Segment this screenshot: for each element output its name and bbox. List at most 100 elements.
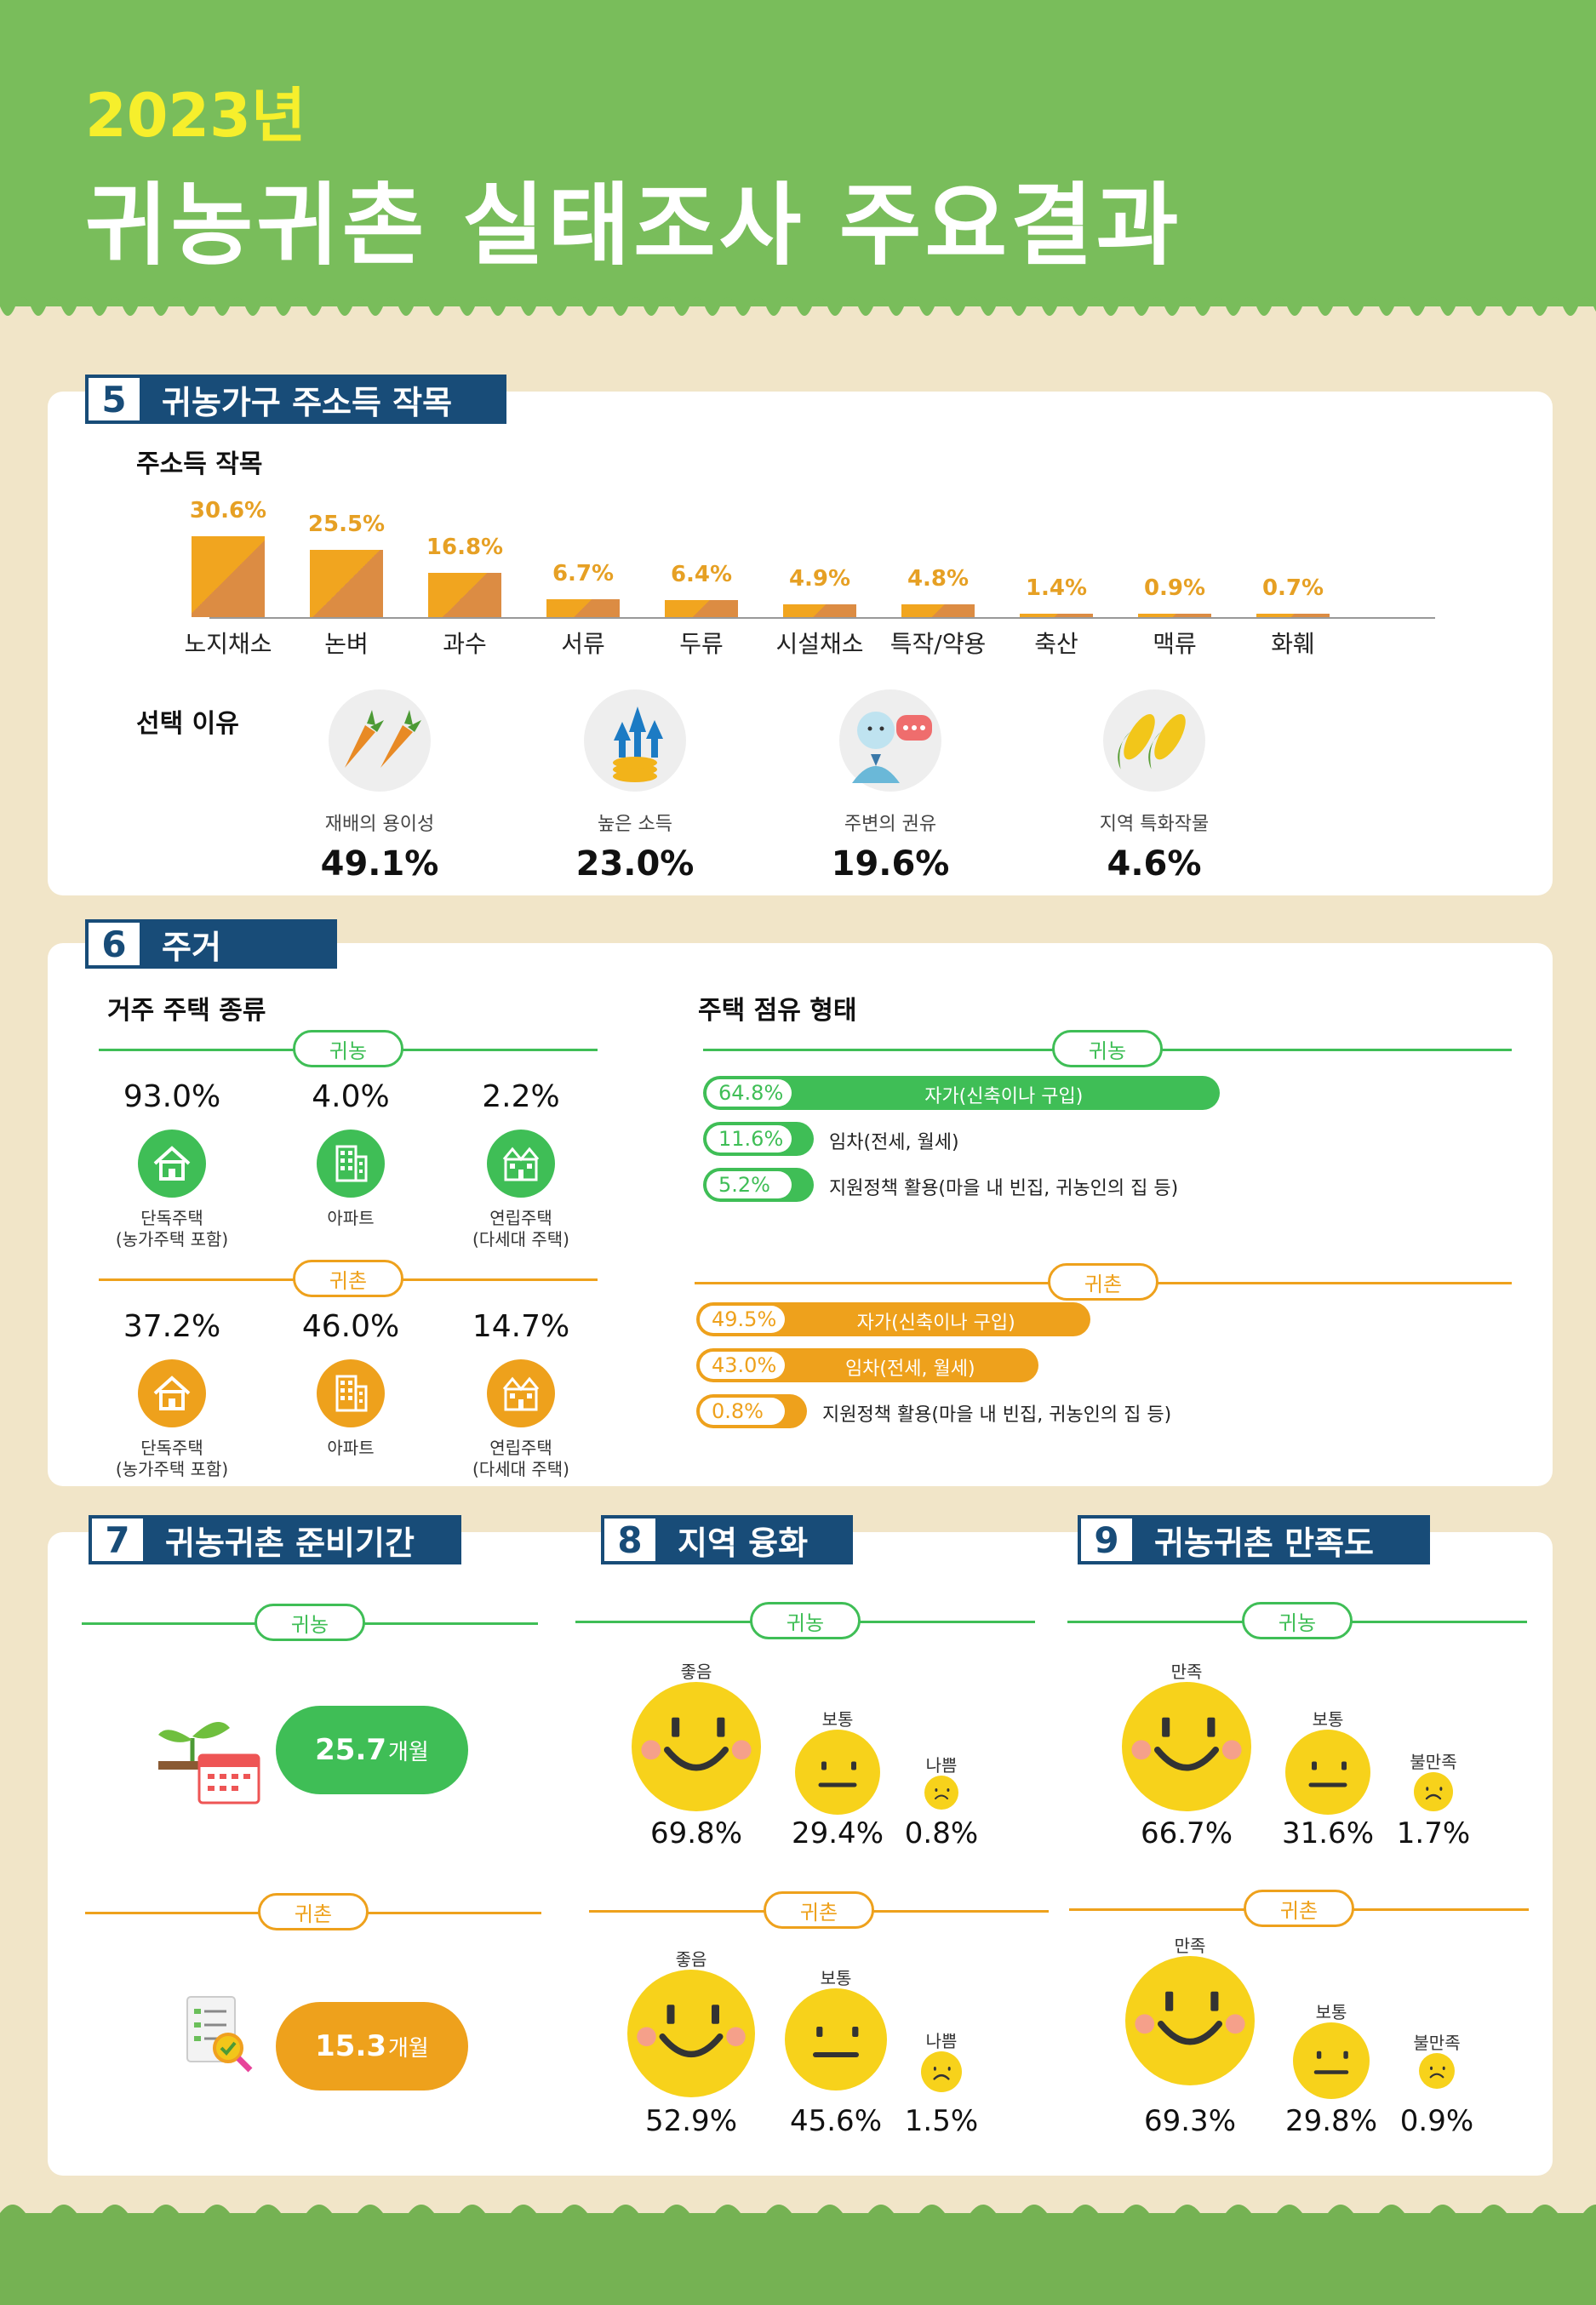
housing-label-main: 아파트 (327, 1438, 375, 1458)
reason-value: 49.1% (320, 844, 439, 884)
housing-item: 37.2% 단독주택 (농가주택 포함) (87, 1309, 257, 1480)
neutral-face-icon (1293, 2022, 1370, 2099)
reason-label: 주변의 권유 (844, 814, 937, 835)
satisfaction-farm-divider-pill: 귀농 (1242, 1602, 1353, 1639)
crop-bar (310, 549, 383, 617)
housing-farm-divider-pill: 귀농 (293, 1030, 403, 1067)
integration-rural-bad-label: 나쁨 (925, 2031, 958, 2051)
crop-bar-label: 시설채소 (775, 630, 864, 658)
integration-farm-good-label: 좋음 (680, 1662, 712, 1682)
apartment-icon (317, 1130, 385, 1198)
crop-bar-label: 특작/약용 (890, 630, 987, 658)
reason-label: 지역 특화작물 (1099, 814, 1210, 835)
reason-value: 19.6% (831, 844, 950, 884)
housing-label: 단독주택 (농가주택 포함) (87, 1438, 257, 1480)
satisfaction-rural-divider-pill: 귀촌 (1244, 1890, 1354, 1927)
crop-bar (783, 603, 856, 617)
satisfaction-farm-bad-label: 불만족 (1410, 1752, 1457, 1772)
housing-label: 아파트 (266, 1438, 436, 1459)
prep-rural-value: 15.3 개월 (276, 2002, 468, 2091)
crop-bar-value: 4.8% (907, 566, 970, 592)
housing-item: 4.0% 아파트 (266, 1079, 436, 1229)
housing-item: 14.7% 연립주택 (다세대 주택) (436, 1309, 606, 1480)
integration-rural-divider-pill: 귀촌 (764, 1891, 874, 1929)
housing-label: 연립주택 (다세대 주택) (436, 1208, 606, 1250)
tenure-label: 자가(신축이나 구입) (924, 1086, 1084, 1107)
prep-rural-unit: 개월 (388, 2035, 429, 2062)
crop-bar-label: 서류 (561, 630, 605, 658)
crop-bar-value: 0.9% (1143, 575, 1206, 601)
housing-item: 46.0% 아파트 (266, 1309, 436, 1459)
integration-farm-divider-pill: 귀농 (750, 1602, 861, 1639)
neutral-face-icon (1285, 1730, 1370, 1815)
reason-item: 재배의 용이성 49.1% (269, 689, 490, 884)
satisfaction-rural-good-label: 만족 (1174, 1936, 1206, 1956)
housing-value: 37.2% (123, 1309, 221, 1344)
crop-bar (901, 604, 975, 617)
section-5-title: 귀농가구 주소득 작목 (162, 383, 453, 421)
section-9-title: 귀농귀촌 만족도 (1154, 1524, 1374, 1562)
neutral-face-icon (795, 1730, 880, 1815)
crop-bar-value: 25.5% (307, 511, 386, 537)
satisfaction-farm-bad-value: 1.7% (1396, 1816, 1471, 1850)
report-title: 귀농귀촌 실태조사 주요결과 (85, 174, 1182, 277)
crop-bar-label: 축산 (1034, 630, 1078, 658)
integration-rural-neutral-value: 45.6% (789, 2104, 882, 2138)
section-8-title: 지역 융화 (678, 1524, 809, 1562)
carrot-icon (329, 689, 431, 792)
section-8-number: 8 (601, 1515, 659, 1564)
satisfaction-rural-neutral-value: 29.8% (1284, 2104, 1377, 2138)
crop-bar-value: 6.7% (552, 561, 615, 587)
prep-rural-divider-pill: 귀촌 (258, 1893, 369, 1930)
reason-title: 선택 이유 (136, 709, 239, 739)
crop-bar-value: 6.4% (670, 562, 733, 588)
crop-bar-label: 맥류 (1153, 630, 1197, 658)
integration-farm-good-value: 69.8% (649, 1816, 742, 1850)
good-face-icon (1122, 1682, 1251, 1811)
integration-rural-good-value: 52.9% (644, 2104, 737, 2138)
income-icon (584, 689, 686, 792)
satisfaction-rural-bad-label: 불만족 (1413, 2033, 1461, 2053)
house-icon (138, 1130, 206, 1198)
tenure-rural-divider-pill: 귀촌 (1048, 1263, 1158, 1301)
satisfaction-farm-neutral-label: 보통 (1312, 1709, 1344, 1730)
integration-farm-bad-label: 나쁨 (925, 1755, 958, 1776)
bad-face-icon (1414, 1772, 1453, 1811)
housing-type-title: 거주 주택 종류 (107, 996, 266, 1026)
section-main-crops: 주소득 작목 30.6% 노지채소 25.5% 논벼 16.8% 과수 6.7% 서류 6.4%… (48, 392, 1553, 895)
housing-item: 93.0% 단독주택 (농가주택 포함) (87, 1079, 257, 1250)
housing-label-main: 아파트 (327, 1208, 375, 1228)
rowhouse-icon (487, 1130, 555, 1198)
crop-bar (1138, 614, 1211, 617)
integration-rural-neutral-label: 보통 (820, 1968, 852, 1988)
housing-value: 2.2% (482, 1079, 560, 1114)
corn-icon (1103, 689, 1205, 792)
crop-bar-value: 0.7% (1261, 575, 1324, 601)
housing-label: 단독주택 (농가주택 포함) (87, 1208, 257, 1250)
integration-farm-neutral-label: 보통 (821, 1709, 854, 1730)
tenure-value: 43.0% (700, 1352, 785, 1379)
housing-label-main: 단독주택 (140, 1208, 203, 1228)
bad-face-icon (1419, 2053, 1455, 2089)
page-footer (0, 2213, 1596, 2305)
bad-face-icon (924, 1776, 958, 1810)
bar-baseline (209, 617, 1435, 619)
housing-label: 연립주택 (다세대 주택) (436, 1438, 606, 1480)
crop-bar-label: 과수 (443, 630, 487, 658)
reason-item: 주변의 권유 19.6% (780, 689, 1001, 884)
satisfaction-rural-neutral-label: 보통 (1315, 2002, 1347, 2022)
section-5-number: 5 (85, 375, 143, 424)
report-year: 2023년 (85, 81, 306, 151)
housing-value: 14.7% (472, 1309, 570, 1344)
crop-bar-value: 4.9% (788, 565, 851, 592)
crop-bar-label: 화훼 (1271, 630, 1315, 658)
apartment-icon (317, 1359, 385, 1427)
good-face-icon (1125, 1956, 1255, 2085)
satisfaction-farm-good-label: 만족 (1170, 1662, 1203, 1682)
section-6-number: 6 (85, 919, 143, 969)
housing-value: 46.0% (301, 1309, 400, 1344)
good-face-icon (632, 1682, 761, 1811)
house-icon (138, 1359, 206, 1427)
housing-label-main: 단독주택 (140, 1438, 203, 1458)
satisfaction-farm-neutral-value: 31.6% (1281, 1816, 1374, 1850)
